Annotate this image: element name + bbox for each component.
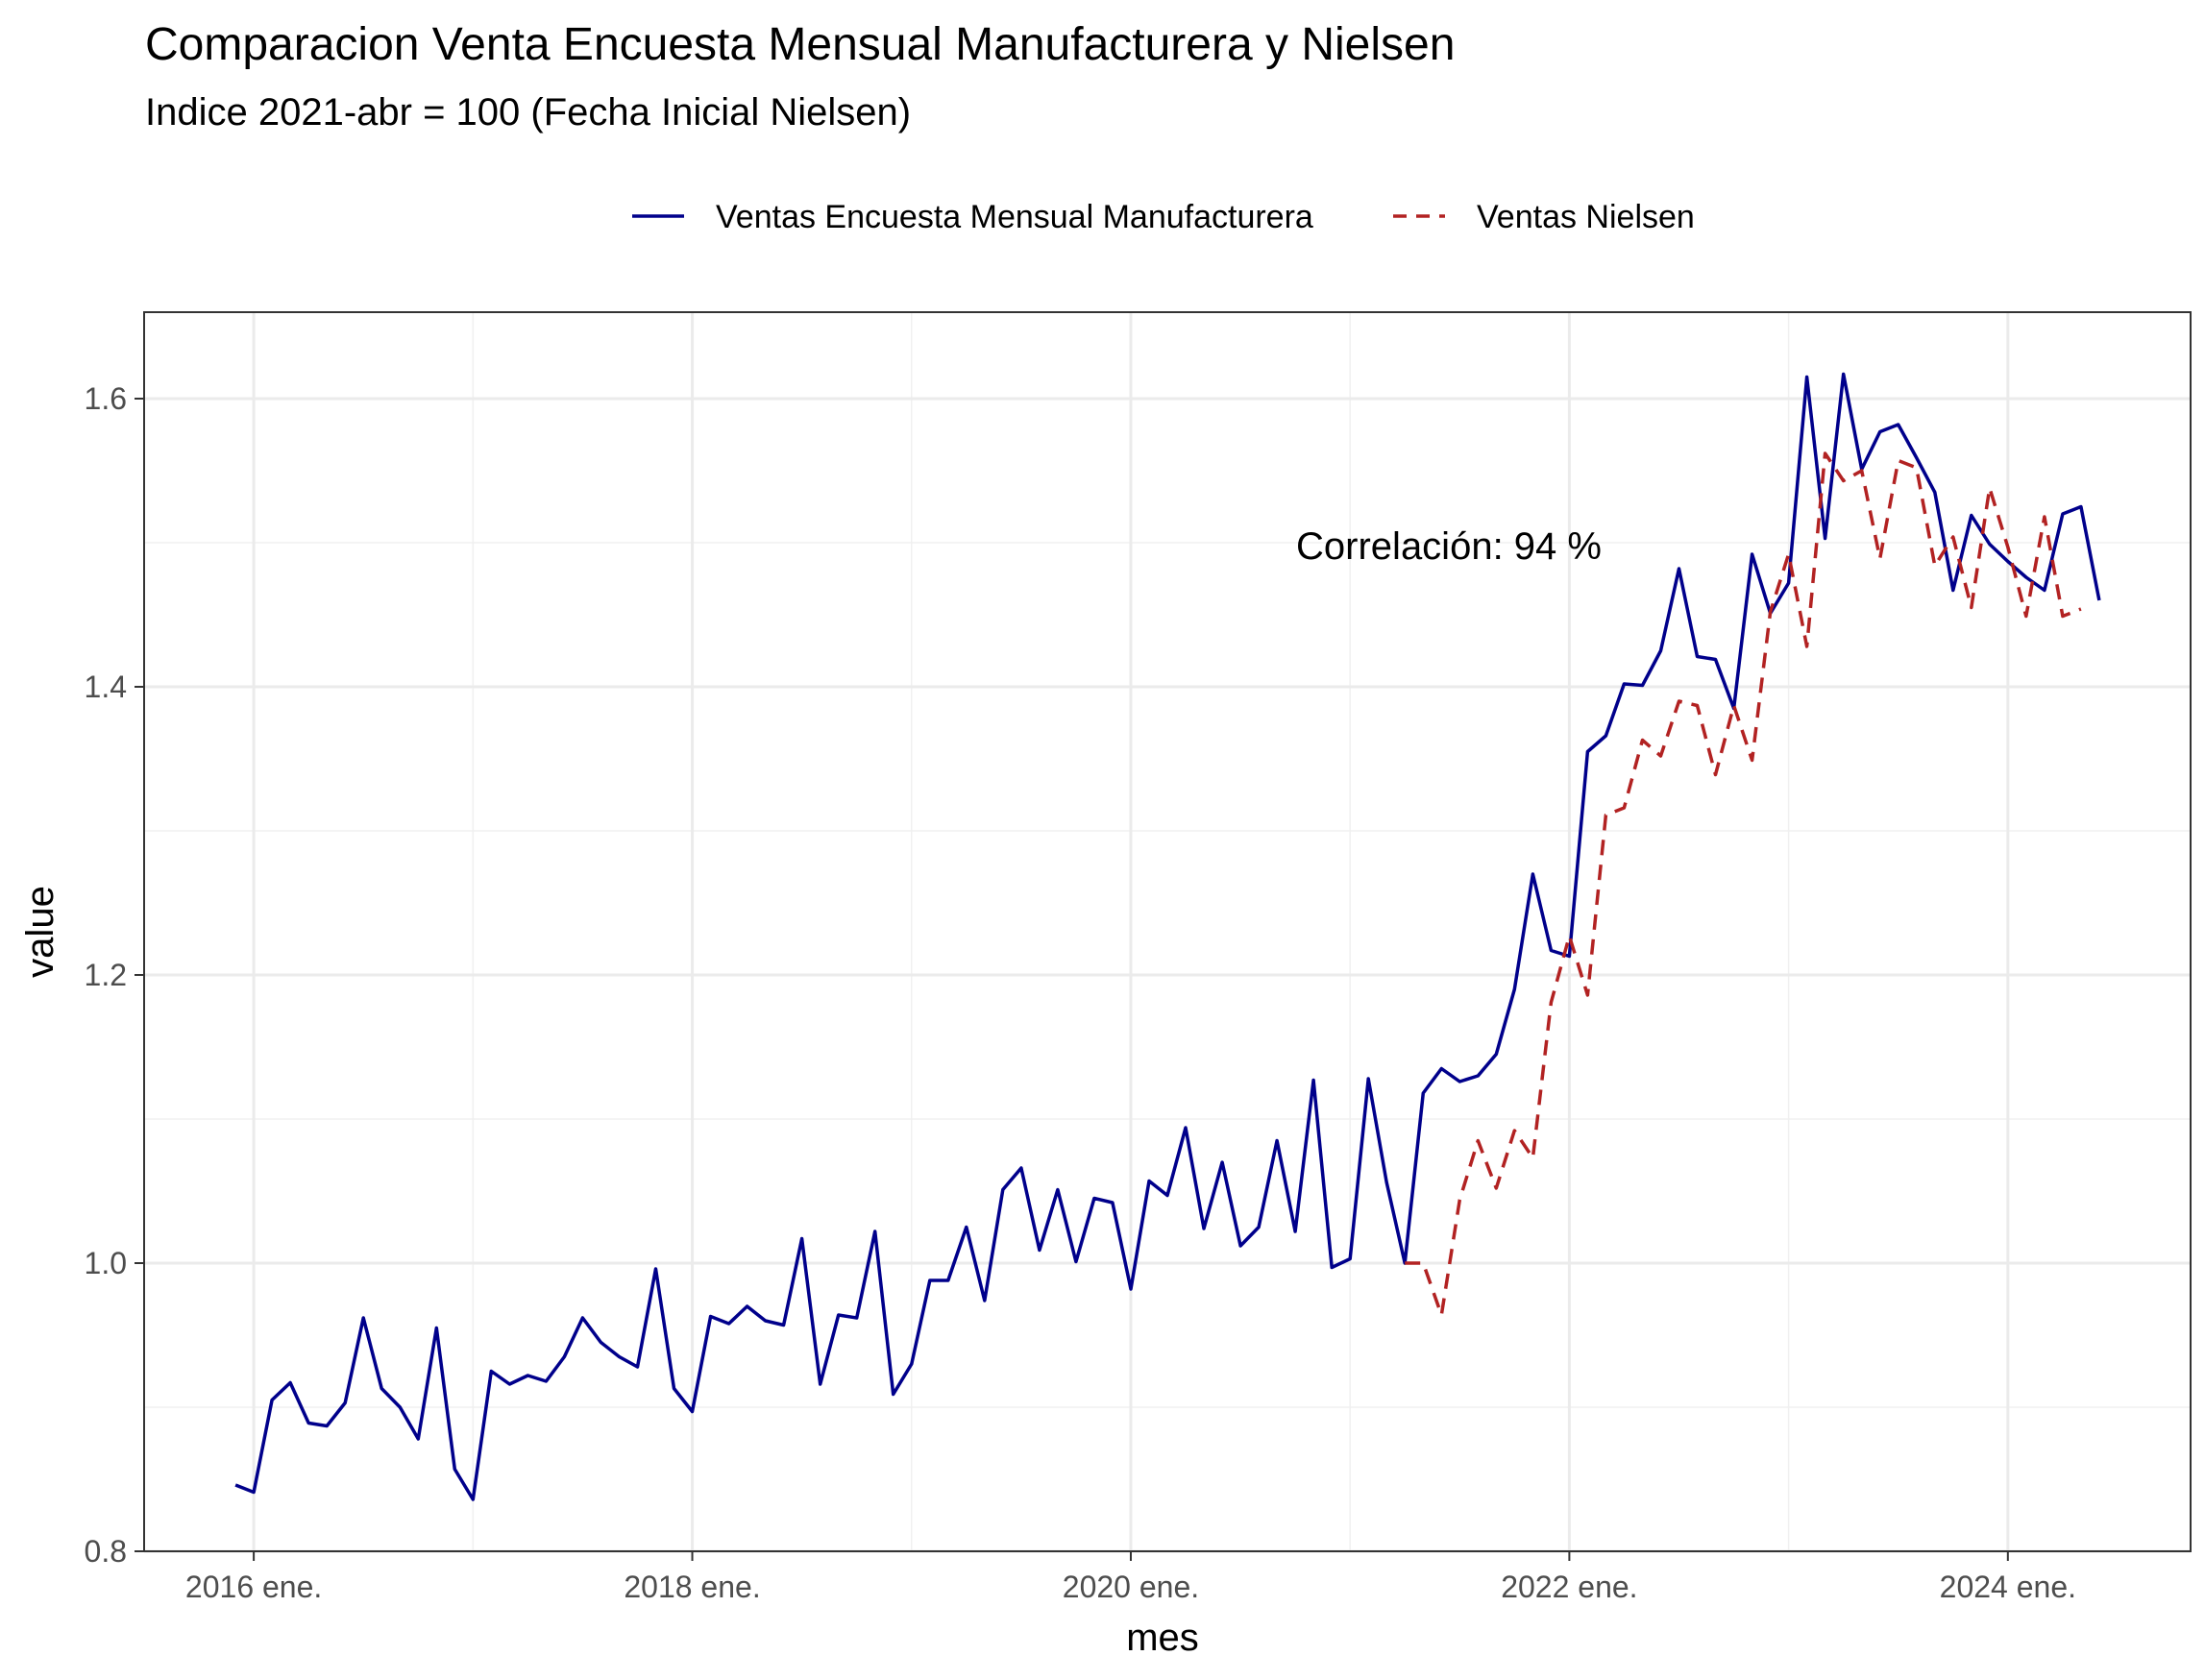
x-tick-label: 2024 ene. [1940, 1570, 2076, 1604]
chart-title: Comparacion Venta Encuesta Mensual Manuf… [145, 19, 1455, 70]
y-tick-label: 0.8 [85, 1534, 127, 1569]
chart-subtitle: Indice 2021-abr = 100 (Fecha Inicial Nie… [145, 91, 911, 134]
series-line-ventas-encuesta [234, 372, 2101, 1501]
y-axis-title: value [19, 886, 61, 978]
grid-minor [144, 312, 2191, 1551]
legend-label-ventas-encuesta: Ventas Encuesta Mensual Manufacturera [716, 199, 1313, 235]
grid-major [144, 312, 2191, 1553]
y-tick-label: 1.0 [85, 1246, 127, 1280]
legend-label-ventas-nielsen: Ventas Nielsen [1477, 199, 1695, 235]
y-tick-label: 1.4 [85, 670, 127, 704]
x-tick-label: 2022 ene. [1501, 1570, 1637, 1604]
y-tick-label: 1.6 [85, 381, 127, 416]
plot-panel-border [143, 311, 2192, 1552]
x-axis: 2016 ene. 2018 ene. 2020 ene. 2022 ene. 2024… [185, 1551, 2076, 1604]
legend: Ventas Encuesta Mensual Manufacturera Ve… [632, 199, 1695, 235]
correlation-annotation: Correlación: 94 % [1296, 525, 1602, 568]
x-tick-label: 2016 ene. [185, 1570, 322, 1604]
x-axis-title: mes [1126, 1617, 1199, 1659]
x-tick-label: 2020 ene. [1063, 1570, 1199, 1604]
series-line-ventas-nielsen [1405, 451, 2082, 1317]
series-lines [234, 372, 2101, 1501]
x-tick-label: 2018 ene. [624, 1570, 760, 1604]
y-axis: 0.8 1.0 1.2 1.4 1.6 [85, 381, 144, 1569]
y-tick-label: 1.2 [85, 958, 127, 992]
